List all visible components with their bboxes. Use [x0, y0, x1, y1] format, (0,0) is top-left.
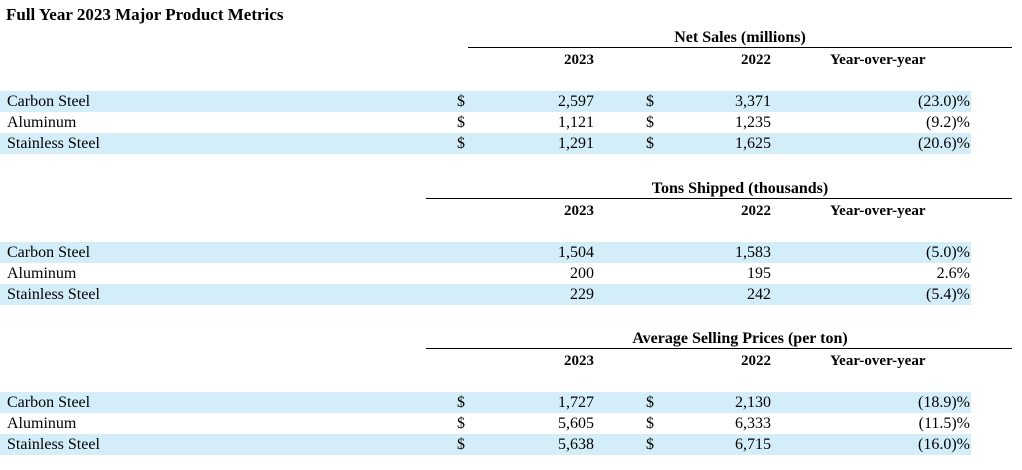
value-yoy: (18.9)% [918, 394, 970, 411]
column-header-2022: 2022 [741, 203, 771, 219]
row-label: Aluminum [7, 114, 77, 131]
column-header-yoy: Year-over-year [830, 203, 926, 219]
currency-symbol: $ [457, 394, 465, 411]
row-label: Stainless Steel [7, 286, 100, 303]
currency-symbol: $ [646, 394, 654, 411]
currency-symbol: $ [457, 93, 465, 110]
row-label: Carbon Steel [7, 93, 91, 110]
value-2023: 2,597 [558, 93, 594, 110]
value-2023: 229 [570, 286, 594, 303]
row-label: Carbon Steel [7, 244, 91, 261]
currency-symbol: $ [646, 93, 654, 110]
value-yoy: (23.0)% [918, 93, 970, 110]
table-row: Aluminum $ 5,605 $ 6,333 (11.5)% [0, 413, 971, 434]
value-2022: 242 [747, 286, 771, 303]
table-row: Carbon Steel $ 1,727 $ 2,130 (18.9)% [0, 392, 971, 413]
value-yoy: (16.0)% [918, 436, 970, 453]
value-2023: 200 [570, 265, 594, 282]
row-label: Carbon Steel [7, 394, 91, 411]
table-row: Aluminum 200 195 2.6% [0, 263, 971, 284]
value-2022: 2,130 [735, 394, 771, 411]
value-2022: 6,333 [735, 415, 771, 432]
value-yoy: (9.2)% [926, 114, 970, 131]
value-2022: 1,235 [735, 114, 771, 131]
value-2022: 3,371 [735, 93, 771, 110]
currency-symbol: $ [457, 415, 465, 432]
value-2023: 1,121 [558, 114, 594, 131]
value-yoy: (11.5)% [918, 415, 970, 432]
section-title: Tons Shipped (thousands) [651, 180, 829, 197]
page-title: Full Year 2023 Major Product Metrics [6, 5, 284, 24]
column-header-2023: 2023 [564, 353, 594, 369]
currency-symbol: $ [646, 436, 654, 453]
value-2023: 5,638 [558, 436, 594, 453]
value-yoy: (5.4)% [926, 286, 970, 303]
column-header-2022: 2022 [741, 353, 771, 369]
table-row: Aluminum $ 1,121 $ 1,235 (9.2)% [0, 112, 971, 133]
section-title: Net Sales (millions) [674, 29, 806, 46]
section-rule [426, 348, 1012, 349]
value-yoy: (20.6)% [918, 135, 970, 152]
table-row: Carbon Steel $ 2,597 $ 3,371 (23.0)% [0, 91, 971, 112]
row-label: Aluminum [7, 415, 77, 432]
currency-symbol: $ [646, 415, 654, 432]
section-rule [426, 198, 1012, 199]
column-header-yoy: Year-over-year [830, 353, 926, 369]
section-rule [468, 47, 1012, 48]
currency-symbol: $ [646, 135, 654, 152]
table-row: Stainless Steel 229 242 (5.4)% [0, 284, 971, 305]
value-2022: 1,583 [735, 244, 771, 261]
row-label: Stainless Steel [7, 135, 100, 152]
column-header-2022: 2022 [741, 52, 771, 68]
value-2022: 195 [747, 265, 771, 282]
value-yoy: (5.0)% [926, 244, 970, 261]
row-label: Stainless Steel [7, 436, 100, 453]
value-2023: 1,504 [558, 244, 594, 261]
currency-symbol: $ [457, 135, 465, 152]
value-2023: 1,727 [558, 394, 594, 411]
currency-symbol: $ [646, 114, 654, 131]
value-2023: 1,291 [558, 135, 594, 152]
section-title: Average Selling Prices (per ton) [632, 330, 848, 347]
column-header-2023: 2023 [564, 52, 594, 68]
table-row: Stainless Steel $ 5,638 $ 6,715 (16.0)% [0, 434, 971, 455]
value-2022: 1,625 [735, 135, 771, 152]
value-yoy: 2.6% [936, 265, 970, 282]
table-row: Carbon Steel 1,504 1,583 (5.0)% [0, 242, 971, 263]
table-row: Stainless Steel $ 1,291 $ 1,625 (20.6)% [0, 133, 971, 154]
value-2023: 5,605 [558, 415, 594, 432]
column-header-yoy: Year-over-year [830, 52, 926, 68]
currency-symbol: $ [457, 436, 465, 453]
column-header-2023: 2023 [564, 203, 594, 219]
currency-symbol: $ [457, 114, 465, 131]
row-label: Aluminum [7, 265, 77, 282]
value-2022: 6,715 [735, 436, 771, 453]
